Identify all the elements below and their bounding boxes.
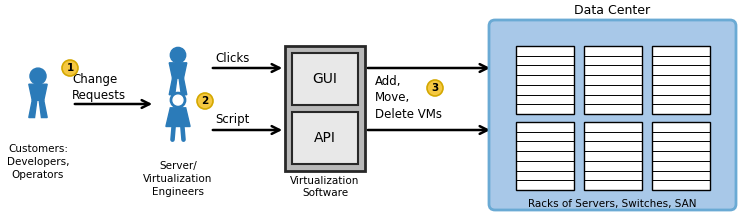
Text: Add,
Move,
Delete VMs: Add, Move, Delete VMs [375,75,442,121]
Bar [584,122,642,190]
Polygon shape [179,78,186,95]
Text: Server/
Virtualization
Engineers: Server/ Virtualization Engineers [144,161,212,197]
Polygon shape [39,100,47,118]
Circle shape [170,92,186,108]
Circle shape [62,60,78,76]
Bar [516,122,574,190]
Text: 1: 1 [67,63,73,73]
Text: API: API [314,131,336,145]
Polygon shape [169,78,177,95]
Polygon shape [29,100,37,118]
Text: Change
Requests: Change Requests [72,73,126,103]
Circle shape [30,68,46,84]
Polygon shape [166,108,190,127]
Text: Racks of Servers, Switches, SAN: Racks of Servers, Switches, SAN [528,199,697,209]
Bar [292,53,358,105]
Text: Clicks: Clicks [215,51,249,65]
Bar [651,46,710,114]
Circle shape [173,95,183,105]
Circle shape [427,80,443,96]
Bar [516,46,574,114]
Bar [651,122,710,190]
Polygon shape [169,63,186,78]
Text: GUI: GUI [312,72,337,86]
Bar [584,46,642,114]
Bar [292,112,358,164]
Text: 3: 3 [431,83,439,93]
Polygon shape [29,84,47,100]
Circle shape [197,93,213,109]
Text: 2: 2 [201,96,209,106]
Bar [285,46,365,171]
Text: Script: Script [215,113,249,127]
FancyBboxPatch shape [489,20,736,210]
Circle shape [170,47,186,63]
Text: Data Center: Data Center [574,5,650,17]
Text: Customers:
Developers,
Operators: Customers: Developers, Operators [7,144,70,180]
Text: Virtualization
Software: Virtualization Software [290,176,360,199]
